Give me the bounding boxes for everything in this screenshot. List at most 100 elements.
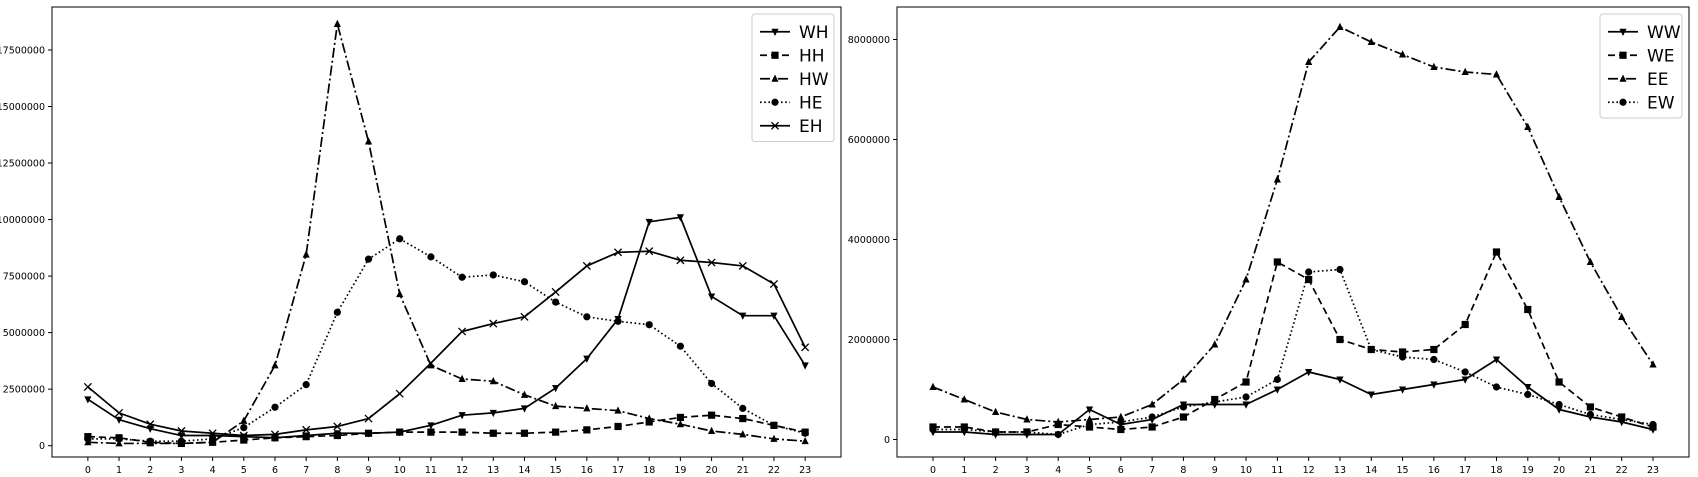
series-line-hw [87,23,806,445]
data-point-ee [960,395,968,403]
data-point-we [1117,425,1125,434]
data-point-ew [929,425,937,434]
data-point-hw [271,361,279,369]
data-point-hh [739,414,747,423]
data-point-he [146,437,154,445]
data-point-eh [270,430,280,439]
x-tick-label: 15 [1397,465,1409,476]
data-point-he [333,308,341,316]
data-point-we [1336,335,1344,344]
data-point-he [302,381,310,389]
data-point-ee [1242,275,1250,283]
series-line-he [87,237,806,443]
data-point-ee [1649,360,1657,368]
data-point-ew [1555,400,1563,409]
data-point-ww [1398,386,1407,394]
data-point-wh [115,416,123,424]
legend-label-ww: WW [1647,23,1681,43]
series-ee [929,22,1657,425]
chart-panel-2: 0 1 2 3 4 5 6 7 8 9 10 11 12 13 14 15 16 17 18 19 20 21 22 2302… [848,6,1690,476]
data-point-ee [1179,375,1188,383]
data-point-hw [770,434,778,442]
series-ww [929,356,1657,439]
data-point-ee [1618,312,1626,320]
data-point-ww [1367,391,1375,399]
series-line-ww [933,358,1654,436]
data-point-ee [992,407,1000,415]
data-point-ww [1555,406,1563,414]
series-we [929,248,1657,436]
data-point-ww [1085,406,1094,414]
data-point-wh [84,396,92,404]
data-point-we [1586,403,1594,411]
data-point-ww [1336,376,1344,384]
legend-label-he: HE [799,93,823,113]
data-point-we [1524,305,1532,314]
legend-label-hh: HH [799,46,825,66]
data-point-he [552,298,560,306]
data-point-he [645,321,653,329]
series-eh [83,247,810,440]
x-tick-label: 10 [394,465,406,476]
x-tick-label: 9 [1212,465,1218,476]
x-tick-label: 4 [210,465,216,476]
data-point-ew [1023,428,1031,436]
x-tick-label: 13 [1334,465,1346,476]
data-point-hh [614,422,622,431]
data-point-ee [929,382,937,390]
data-point-ee [1305,57,1313,65]
y-tick-label: 0 [39,441,45,452]
x-tick-label: 7 [303,465,309,476]
y-tick-label: 10000000 [0,215,45,226]
x-tick-label: 6 [1118,465,1124,476]
data-point-we [1555,378,1563,386]
x-tick-label: 17 [1459,465,1471,476]
legend: WW WE EE EW [1599,13,1683,119]
data-point-wh [177,432,186,440]
x-tick-label: 1 [961,465,967,476]
data-point-wh [427,422,435,430]
data-point-hw [333,19,341,27]
data-point-hw [801,436,809,445]
data-point-hh [676,413,684,422]
data-point-ww [1461,376,1469,384]
x-tick-label: 6 [272,465,278,476]
series-hw [84,19,809,447]
data-point-hw [739,430,747,438]
legend-marker-eh [770,121,780,130]
data-point-we [1461,320,1469,329]
data-point-he [209,435,217,443]
x-tick-label: 20 [706,465,718,476]
data-point-wh [739,312,747,320]
data-point-hw [645,414,653,422]
data-point-hh [520,429,529,437]
data-point-hw [520,390,529,398]
data-point-ee [1524,122,1532,130]
data-point-we [1242,378,1250,386]
x-tick-label: 11 [425,465,437,476]
x-tick-label: 4 [1055,465,1061,476]
x-tick-label: 2 [147,465,153,476]
data-point-eh [645,247,654,256]
data-point-we [1492,248,1501,256]
data-point-hh [396,428,404,436]
data-point-hh [458,428,466,436]
data-point-eh [676,256,685,265]
data-point-we [1430,345,1438,354]
data-point-ee [1054,417,1062,425]
data-point-eh [208,429,217,438]
plot-area-frame [51,6,842,458]
chart-panel-1: 0 1 2 3 4 5 6 7 8 9 10 11 12 13 14 15 16 17 18 19 20 21 22 2302… [0,6,842,476]
legend-marker-ee [1619,74,1627,82]
x-tick-label: 8 [1180,465,1186,476]
x-tick-label: 19 [674,465,686,476]
legend-box [1599,13,1683,119]
x-tick-label: 18 [1490,465,1502,476]
data-point-wh [707,293,716,301]
data-point-hw [707,426,716,434]
data-point-he [271,403,279,411]
x-tick-label: 9 [366,465,372,476]
data-point-eh [114,408,124,417]
data-point-hh [302,433,310,441]
